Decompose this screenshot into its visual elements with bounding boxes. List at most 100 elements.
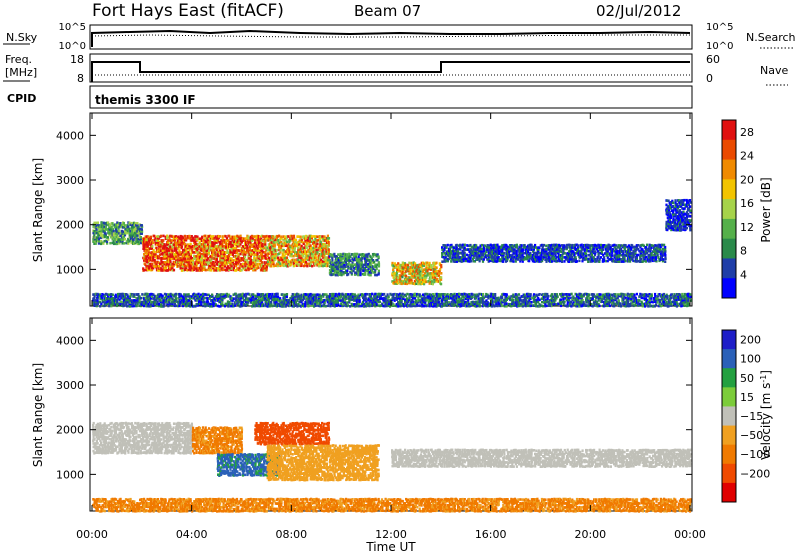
data-cell — [265, 253, 267, 256]
data-cell — [347, 273, 349, 276]
data-cell — [121, 301, 123, 304]
data-cell — [252, 293, 254, 296]
data-cell — [529, 252, 531, 255]
data-cell — [466, 254, 468, 257]
data-cell — [521, 244, 523, 247]
data-cell — [261, 261, 263, 264]
data-cell — [316, 243, 318, 246]
data-cell — [391, 262, 393, 265]
data-cell — [285, 305, 287, 308]
data-cell — [478, 252, 480, 255]
data-cell — [483, 258, 485, 261]
data-cell — [211, 294, 213, 297]
data-cell — [116, 221, 118, 224]
data-cell — [327, 305, 329, 308]
data-cell — [233, 297, 235, 300]
data-cell — [311, 235, 313, 238]
data-cell — [173, 269, 175, 272]
data-cell — [561, 260, 563, 263]
data-cell — [171, 250, 173, 253]
data-cell — [187, 251, 189, 254]
data-cell — [464, 254, 466, 257]
data-cell — [210, 269, 212, 272]
data-cell — [640, 258, 642, 261]
data-cell — [226, 293, 228, 296]
data-cell — [645, 256, 647, 259]
data-cell — [280, 235, 282, 238]
data-cell — [266, 265, 268, 268]
data-cell — [235, 293, 237, 296]
data-cell — [112, 294, 114, 297]
data-cell — [405, 275, 407, 278]
data-cell — [431, 280, 433, 283]
data-cell — [446, 246, 448, 249]
n-sky-label: N.Sky — [6, 31, 38, 44]
data-cell — [307, 305, 309, 308]
data-cell — [407, 266, 409, 269]
data-cell — [436, 278, 438, 281]
data-cell — [269, 293, 271, 296]
data-cell — [244, 255, 246, 258]
data-cell — [560, 250, 562, 253]
data-cell — [435, 270, 437, 273]
data-cell — [133, 293, 135, 296]
data-cell — [150, 236, 152, 239]
data-cell — [378, 261, 380, 264]
data-cell — [222, 235, 224, 238]
data-cell — [105, 226, 107, 229]
data-cell — [322, 243, 324, 246]
data-cell — [301, 245, 303, 248]
data-cell — [210, 259, 212, 262]
data-cell — [346, 253, 348, 256]
data-cell — [664, 246, 666, 249]
data-cell — [508, 250, 510, 253]
data-cell — [611, 254, 613, 257]
data-cell — [559, 245, 561, 248]
data-cell — [470, 260, 472, 263]
freq-strip: Freq. [MHz] 18 8 Nave 60 0 — [3, 53, 788, 85]
data-cell — [157, 239, 159, 242]
data-cell — [515, 260, 517, 263]
data-cell — [618, 260, 620, 263]
data-cell — [316, 236, 318, 239]
data-cell — [264, 243, 266, 246]
data-cell — [587, 260, 589, 263]
data-cell — [441, 260, 443, 263]
data-cell — [233, 249, 235, 252]
data-cell — [123, 242, 125, 245]
data-cell — [585, 253, 587, 256]
data-cell — [293, 235, 295, 238]
data-cell — [329, 305, 331, 308]
data-cell — [457, 248, 459, 251]
data-cell — [502, 260, 504, 263]
data-cell — [349, 259, 351, 262]
data-cell — [373, 261, 375, 264]
data-cell — [325, 305, 327, 308]
data-cell — [418, 266, 420, 269]
data-cell — [489, 260, 491, 263]
data-cell — [284, 235, 286, 238]
data-cell — [203, 301, 205, 304]
date-title: 02/Jul/2012 — [596, 2, 681, 20]
data-cell — [105, 232, 107, 235]
data-cell — [213, 249, 215, 252]
data-cell — [198, 293, 200, 296]
data-cell — [341, 274, 343, 277]
data-cell — [603, 256, 605, 259]
data-cell — [228, 301, 230, 304]
data-cell — [464, 244, 466, 247]
data-cell — [201, 236, 203, 239]
cpid-strip: CPID themis 3300 IF — [7, 86, 692, 108]
data-cell — [221, 301, 223, 304]
data-cell — [136, 222, 138, 225]
data-cell — [370, 274, 372, 277]
data-cell — [328, 248, 330, 251]
data-cell — [124, 238, 126, 241]
data-cell — [602, 254, 604, 257]
n-sky-tick-top: 10^5 — [59, 22, 86, 33]
data-cell — [571, 244, 573, 247]
data-cell — [350, 267, 352, 270]
data-cell — [276, 249, 278, 252]
data-cell — [143, 305, 145, 308]
